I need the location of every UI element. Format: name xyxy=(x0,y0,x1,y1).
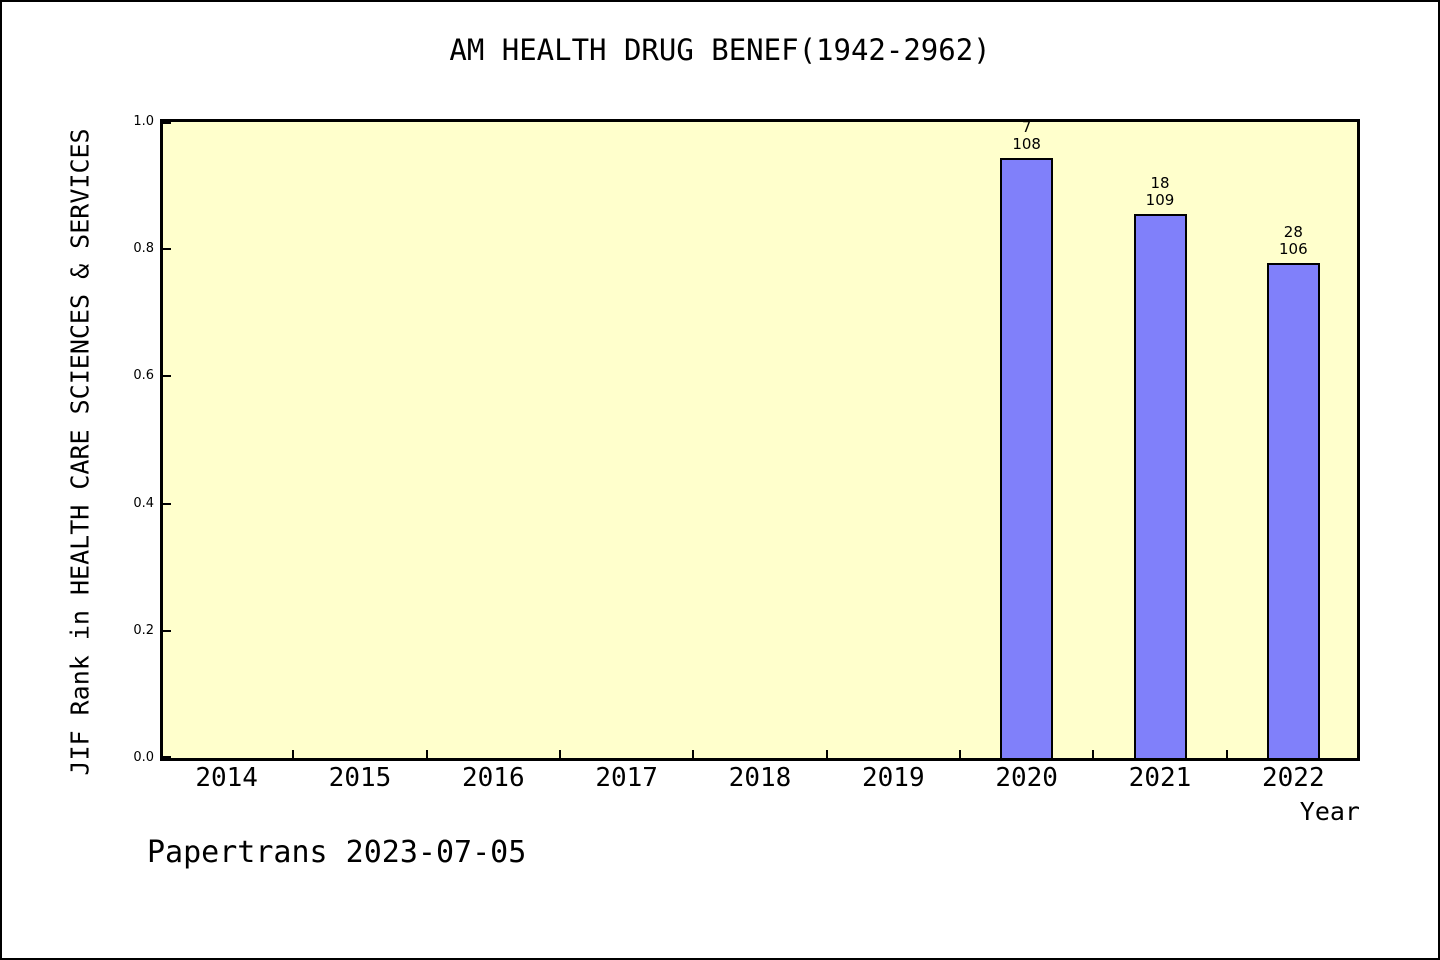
footer-watermark: Papertrans 2023-07-05 xyxy=(147,835,527,870)
x-tick-label: 2015 xyxy=(328,763,392,793)
y-axis-tick xyxy=(163,375,171,378)
x-tick-label: 2019 xyxy=(862,763,925,793)
bar-value-label: 7 108 xyxy=(967,119,1087,153)
y-tick-label: 0.8 xyxy=(133,241,154,257)
bar-2020 xyxy=(1000,158,1054,758)
bar-total-value: 108 xyxy=(1012,135,1041,153)
bar-2022 xyxy=(1266,263,1320,758)
x-axis-label: Year xyxy=(1299,797,1360,826)
y-tick-label: 0.6 xyxy=(133,368,154,384)
y-axis-tick xyxy=(163,756,171,758)
x-tick-label: 2020 xyxy=(995,763,1058,793)
y-axis-label: JIF Rank in HEALTH CARE SCIENCES & SERVI… xyxy=(65,128,95,776)
bar-value-label: 28 106 xyxy=(1233,224,1353,258)
bar-total-value: 109 xyxy=(1145,191,1175,209)
y-axis-tick xyxy=(163,502,171,505)
x-axis-tick xyxy=(425,750,428,758)
y-axis-tick xyxy=(163,248,171,251)
y-tick-label: 0.0 xyxy=(133,750,154,765)
x-tick-label: 2016 xyxy=(462,763,525,793)
plot-area xyxy=(160,119,1360,761)
bar-total-value: 106 xyxy=(1279,240,1308,258)
x-axis-tick xyxy=(692,750,695,758)
x-axis-tick xyxy=(292,750,295,758)
bar-rank-value: 28 xyxy=(1283,223,1303,241)
x-tick-label: 2017 xyxy=(595,763,658,793)
chart-title: AM HEALTH DRUG BENEF(1942-2962) xyxy=(449,33,991,67)
x-tick-label: 2021 xyxy=(1128,763,1192,793)
x-axis-tick xyxy=(559,750,561,758)
x-axis-tick xyxy=(825,750,828,758)
bar-rank-value: 18 xyxy=(1150,174,1170,192)
y-tick-label: 0.4 xyxy=(133,495,154,511)
x-tick-label: 2018 xyxy=(728,763,792,793)
x-axis-tick xyxy=(959,750,961,758)
bar-value-label: 18 109 xyxy=(1100,175,1220,209)
y-tick-label: 0.2 xyxy=(133,622,154,638)
y-tick-label: 1.0 xyxy=(133,114,154,129)
x-tick-label: 2014 xyxy=(195,763,258,793)
x-tick-label: 2022 xyxy=(1262,763,1325,793)
y-axis-tick xyxy=(163,629,171,632)
x-axis-tick xyxy=(1225,750,1228,758)
bar-rank-value: 7 xyxy=(1021,118,1032,136)
y-axis-tick xyxy=(163,122,171,124)
x-axis-tick xyxy=(1092,750,1095,758)
bar-2021 xyxy=(1133,214,1187,758)
